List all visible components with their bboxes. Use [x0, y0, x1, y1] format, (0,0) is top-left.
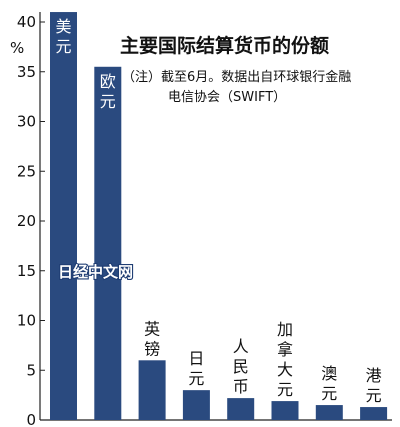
category-label: 人民币 — [233, 337, 249, 396]
y-axis-unit: % — [10, 39, 24, 57]
bar — [315, 405, 343, 420]
bar — [94, 66, 122, 421]
y-tick-label: 40 — [17, 13, 36, 31]
category-label: 澳元 — [321, 364, 337, 403]
y-tick-label: 15 — [17, 262, 36, 280]
category-label: 英镑 — [144, 319, 160, 358]
y-tick-label: 0 — [26, 411, 36, 427]
chart-note-line-2: 电信协会（SWIFT） — [168, 90, 286, 105]
bar — [227, 398, 255, 420]
category-label: 加拿大元 — [277, 320, 293, 399]
bar — [271, 401, 299, 420]
y-tick-label: 25 — [17, 162, 36, 180]
y-tick-label: 10 — [17, 312, 36, 330]
watermark: 日经中文网 — [58, 263, 133, 281]
category-label: 日元 — [188, 349, 204, 388]
bar — [138, 360, 166, 420]
chart-note-line-1: （注）截至6月。数据出自环球银行金融 — [122, 69, 351, 85]
category-label: 港元 — [366, 366, 382, 405]
bar — [182, 390, 210, 420]
y-tick-label: 35 — [17, 63, 36, 81]
category-label: 美元 — [55, 17, 71, 56]
category-label: 欧元 — [100, 72, 116, 111]
bar — [360, 407, 388, 420]
bar — [50, 12, 77, 421]
chart-title: 主要国际结算货币的份额 — [120, 34, 329, 57]
y-tick-label: 5 — [26, 361, 36, 379]
y-tick-label: 20 — [17, 212, 36, 230]
y-tick-label: 30 — [17, 113, 36, 131]
bars — [50, 12, 388, 421]
